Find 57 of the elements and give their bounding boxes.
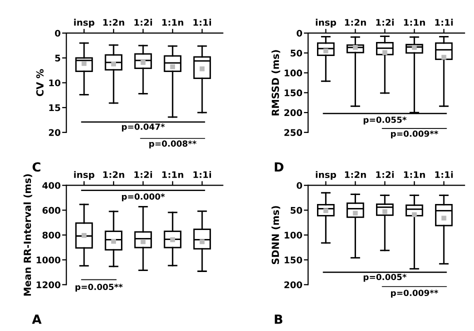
y-tick-label: 5 (55, 54, 60, 62)
annotation: p=0.055* (364, 116, 406, 125)
x-tick-label: 1:1i (435, 18, 453, 26)
y-tick-label: 100 (284, 70, 302, 76)
annotation: p=0.000* (122, 193, 165, 202)
x-tick-label: 1:2n (345, 18, 366, 26)
y-tick-label: 1200 (36, 281, 60, 288)
y-axis-title: RMSSD (ms) (272, 50, 280, 116)
x-tick-label: 1:2i (376, 18, 394, 26)
annotation: p=0.005** (76, 284, 123, 292)
x-tick-label: 1:1n (404, 171, 425, 178)
y-tick-label: 0 (296, 30, 302, 37)
text: B (274, 314, 282, 324)
annotation: p=0.005* (364, 274, 406, 282)
y-tick-label: 200 (284, 109, 302, 116)
y-tick-label: 800 (42, 232, 60, 239)
y-tick-label: 600 (42, 206, 60, 214)
y-tick-label: 100 (284, 232, 302, 239)
x-tick-label: 1:1i (194, 18, 211, 26)
annotation: p=0.047* (122, 124, 165, 132)
x-tick-label: insp (74, 18, 94, 28)
y-tick-label: 0 (54, 30, 60, 37)
y-tick-label: 250 (284, 129, 302, 136)
y-tick-label: 50 (290, 50, 302, 57)
y-tick-label: 0 (296, 182, 302, 189)
x-tick-label: 1:2i (134, 18, 152, 26)
y-tick-label: 15 (49, 104, 60, 112)
x-tick-label: 1:2i (134, 171, 152, 178)
y-tick-label: 1000 (36, 256, 60, 264)
y-axis-title: SDNN (ms) (272, 206, 280, 264)
text: A (32, 314, 42, 324)
x-tick-label: 1:1n (162, 19, 184, 26)
y-axis-title: Mean RR-Interval (ms) (23, 174, 32, 296)
y-tick-label: 50 (290, 206, 302, 214)
y-tick-label: 200 (284, 281, 302, 288)
text: p=0.008** (149, 140, 196, 148)
x-tick-label: insp (316, 18, 336, 28)
y-tick-label: 10 (49, 79, 60, 86)
y-axis-title: CV % (36, 69, 44, 96)
y-tick-label: 150 (284, 89, 302, 96)
y-tick-label: 150 (284, 256, 302, 264)
x-tick-label: insp (316, 171, 336, 180)
annotation: p=0.009** (391, 130, 438, 138)
x-tick-label: 1:1n (404, 19, 425, 26)
x-tick-label: 1:1i (194, 171, 211, 178)
x-tick-label: 1:2n (103, 171, 124, 178)
text: p=0.009** (391, 290, 438, 298)
x-tick-label: 1:1n (162, 171, 184, 178)
text: C (32, 162, 40, 172)
x-tick-label: insp (74, 171, 94, 180)
x-tick-label: 1:2n (103, 18, 124, 26)
x-tick-label: 1:1i (435, 171, 453, 178)
y-tick-label: 20 (48, 129, 60, 136)
y-tick-label: 400 (42, 182, 60, 189)
x-tick-label: 1:2i (376, 171, 394, 178)
x-tick-label: 1:2n (345, 171, 366, 178)
text: D (274, 162, 284, 172)
